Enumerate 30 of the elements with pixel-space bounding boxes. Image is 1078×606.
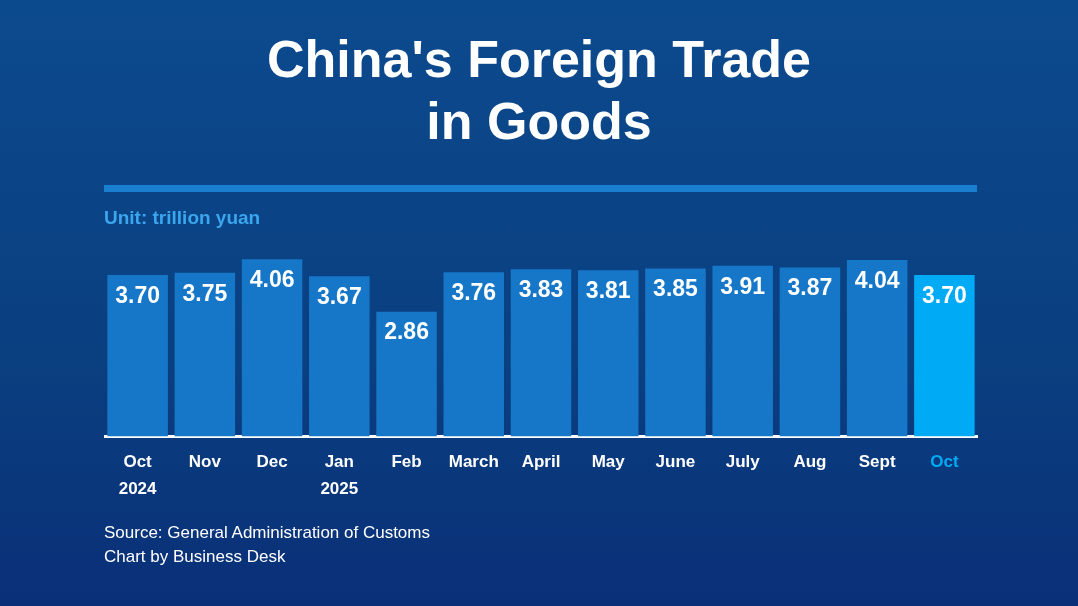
data-label: 3.70 [115,281,160,308]
x-tick-label: Oct [930,451,959,471]
x-tick-label: March [448,451,499,471]
data-label: 3.85 [653,275,699,302]
data-label: 3.83 [518,276,564,303]
data-label: 4.06 [249,266,295,293]
data-label: 3.81 [585,276,631,303]
x-tick-label: July [725,451,761,471]
data-label: 3.67 [316,283,362,310]
text: Chart by Business Desk [104,546,287,568]
data-label: 3.87 [787,274,833,301]
data-label: 3.70 [922,281,967,308]
data-label: 3.91 [720,272,766,299]
data-label: 2.86 [384,318,429,345]
x-tick-label: Sept [858,451,896,471]
x-tick-label: Nov [188,451,222,471]
source-note: Source: General Administration of Customs [104,522,430,544]
x-tick-label: Feb [391,451,422,471]
x-tick-label: April [521,451,561,471]
x-tick-label: June [655,451,696,471]
x-tick-label: Aug [793,451,827,471]
data-label: 3.75 [182,279,228,306]
x-tick-label: Dec [256,451,288,471]
chart-subtitle: Unit: trillion yuan [104,207,261,229]
x-tick-label: Oct 2024 [118,451,158,499]
chart-title: China's Foreign Trade in Goods [266,29,812,152]
x-tick-label: Jan 2025 [320,451,359,499]
data-label: 3.76 [451,279,497,306]
data-label: 4.04 [854,266,900,293]
x-tick-label: May [591,451,626,471]
